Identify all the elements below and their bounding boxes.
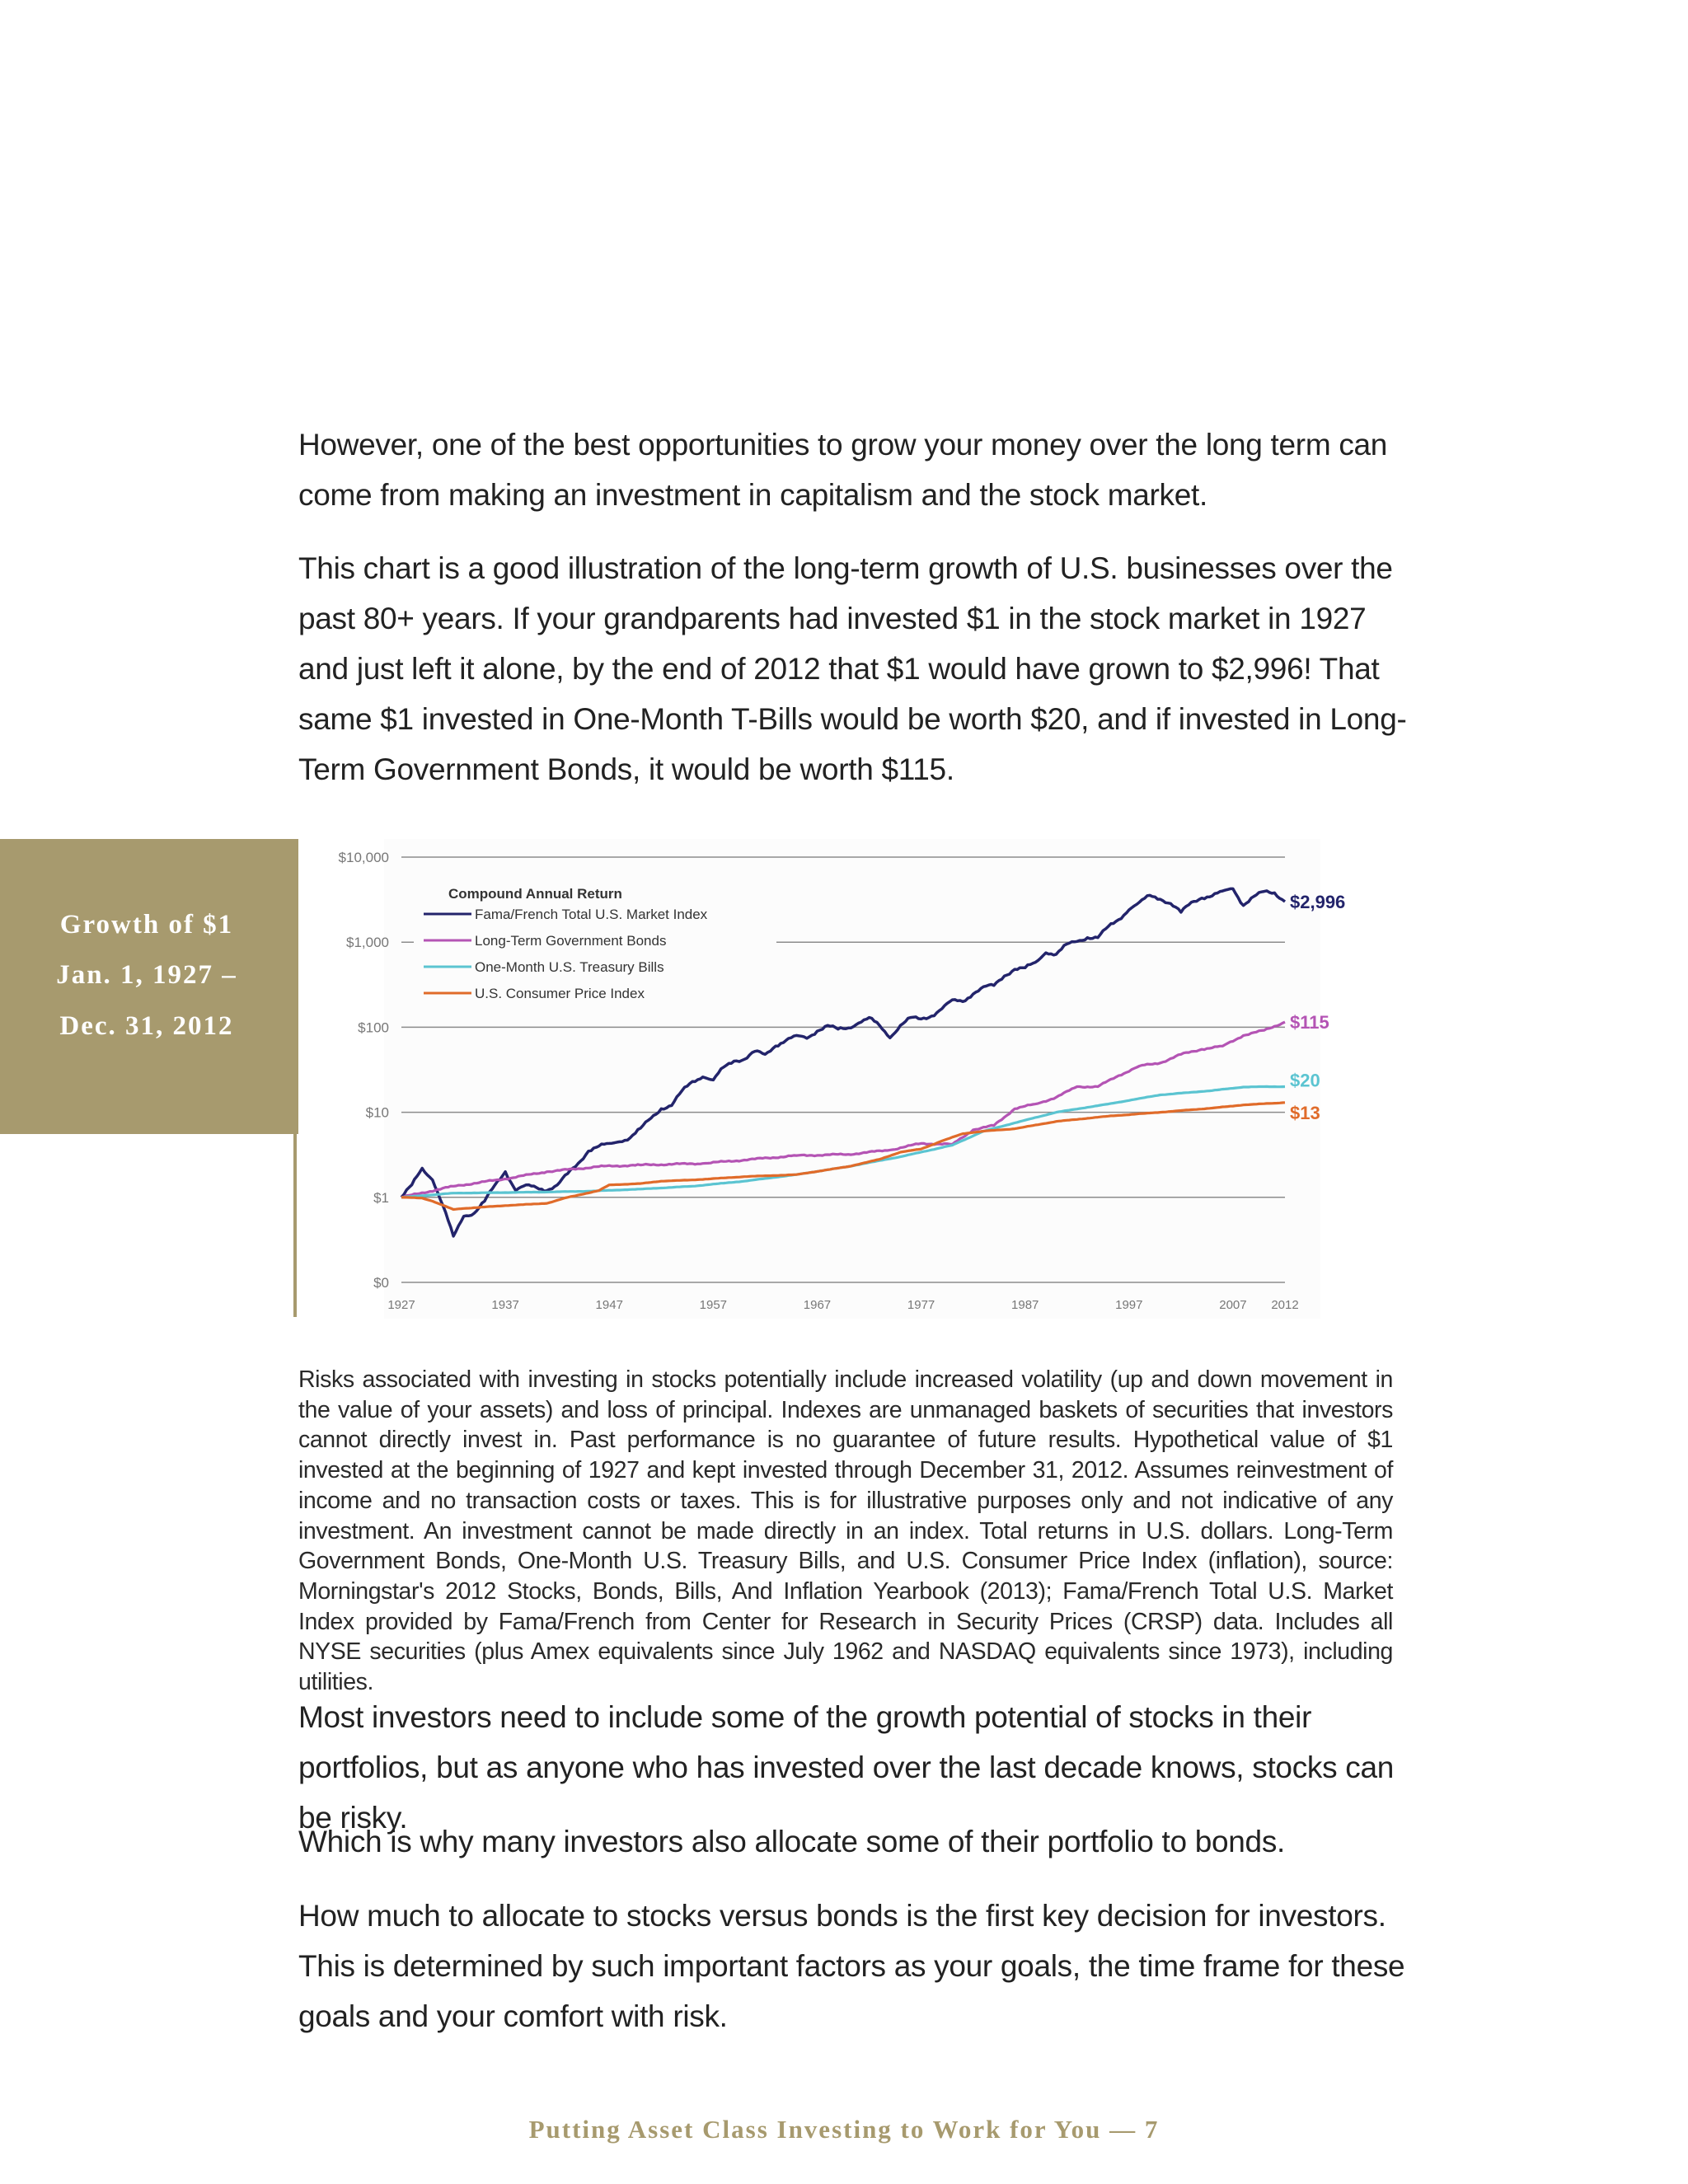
series-line [401, 1020, 1286, 1199]
allocation-paragraph: How much to allocate to stocks versus bo… [298, 1899, 1405, 2033]
sidebar-rule [293, 1134, 297, 1317]
intro-paragraph: However, one of the best opportunities t… [298, 428, 1388, 512]
sidebar-title: Growth of $1 [59, 910, 234, 940]
legend-label: One-Month U.S. Treasury Bills [475, 959, 664, 975]
growth-chart-svg: $10,000 $1,000 $100 $10 $1 $0 1927 1937 1947 1957… [339, 839, 1345, 1319]
y-tick-label: $1 [373, 1190, 389, 1206]
series-end-label: $13 [1290, 1103, 1320, 1123]
y-tick-label: $10 [366, 1105, 389, 1121]
y-tick-label: $0 [373, 1275, 389, 1291]
series-line [400, 887, 1287, 1238]
x-tick-label: 1997 [1115, 1298, 1142, 1312]
risk-disclaimer: Risks associated with investing in stock… [298, 1366, 1393, 1696]
sidebar-start-date: Jan. 1, 1927 – [56, 960, 237, 990]
legend-label: Long-Term Government Bonds [475, 933, 666, 949]
sidebar-panel [0, 839, 298, 1134]
growth-chart: $10,000 $1,000 $100 $10 $1 $0 1927 1937 1947 1957… [298, 839, 1362, 1325]
x-tick-label: 1987 [1011, 1298, 1039, 1312]
legend-label: Fama/French Total U.S. Market Index [475, 907, 708, 922]
series-end-label: $20 [1290, 1071, 1320, 1091]
y-tick-label: $100 [358, 1019, 389, 1035]
x-tick-label: 1957 [700, 1298, 727, 1312]
stocks-risk-paragraph: Most investors need to include some of t… [298, 1700, 1395, 1835]
legend-label: U.S. Consumer Price Index [475, 986, 645, 1001]
bonds-paragraph: Which is why many investors also allocat… [298, 1825, 1286, 1858]
x-tick-label: 2007 [1219, 1298, 1246, 1312]
x-tick-label: 1977 [907, 1298, 935, 1312]
series-line [401, 1101, 1286, 1212]
legend-title: Compound Annual Return [448, 886, 622, 902]
sidebar-end-date: Dec. 31, 2012 [59, 1011, 234, 1041]
y-tick-label: $1,000 [346, 935, 389, 950]
legend-background [414, 880, 776, 1024]
y-tick-label: $10,000 [339, 850, 389, 865]
series-end-label: $115 [1290, 1012, 1329, 1033]
x-tick-label: 1927 [387, 1298, 415, 1312]
x-tick-label: 1937 [491, 1298, 518, 1312]
x-tick-label: 1967 [804, 1298, 831, 1312]
x-tick-label: 1947 [596, 1298, 623, 1312]
x-tick-label: 2012 [1271, 1298, 1298, 1312]
chart-explanation-paragraph: This chart is a good illustration of the… [298, 551, 1407, 786]
series-end-label: $2,996 [1290, 892, 1345, 912]
page-footer: Putting Asset Class Investing to Work fo… [528, 2115, 1160, 2144]
